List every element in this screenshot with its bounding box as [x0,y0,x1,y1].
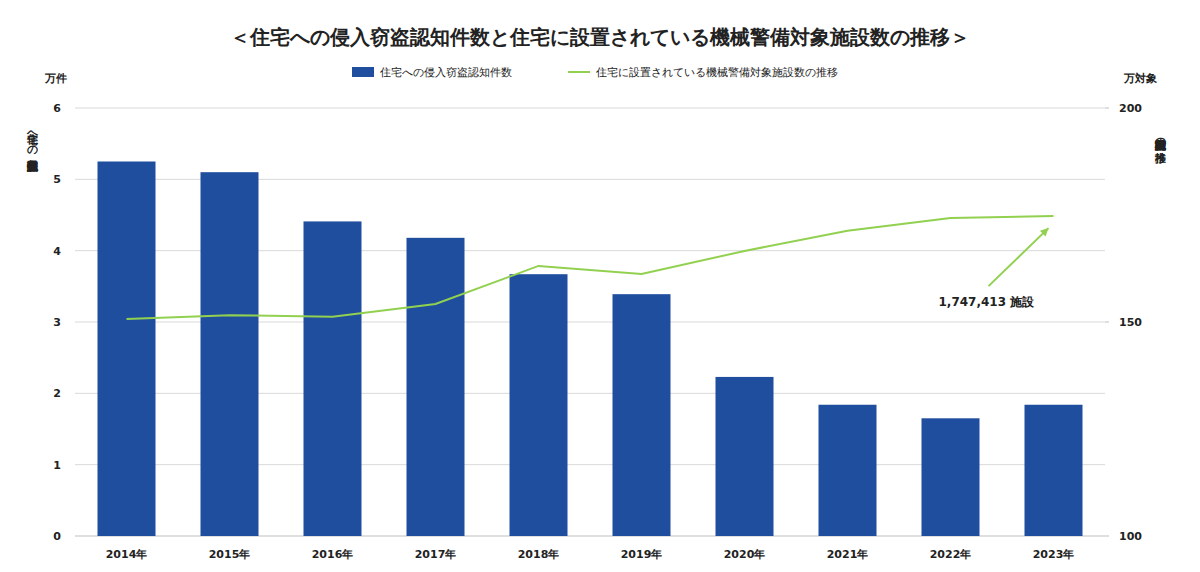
x-tick-label: 2016年 [312,548,354,561]
bar [613,294,671,536]
bar [407,238,465,536]
line [127,216,1054,319]
y-label: 住宅への侵入窃盗認知件数 [26,125,40,173]
y2-label: 機械警備対象施設の推移 [1154,130,1168,164]
bar [1025,405,1083,536]
y2-unit: 万対象 [1123,72,1157,85]
x-tick-label: 2019年 [621,548,663,561]
x-tick-label: 2015年 [209,548,251,561]
y-tick-label: 2 [53,387,61,400]
legend-swatch [352,67,374,77]
bar [510,274,568,536]
chart: ＜住宅への侵入窃盗認知件数と住宅に設置されている機械警備対象施設数の推移＞ 住宅へ… [0,0,1200,572]
x-tick-label: 2014年 [106,548,148,561]
bar [716,377,774,536]
bar [201,172,259,536]
x-tick-label: 2021年 [827,548,869,561]
bar [922,418,980,536]
y-tick-label: 6 [53,102,61,115]
y2-tick [1105,108,1109,109]
x-tick-label: 2023年 [1033,548,1075,561]
y2-tick-label: 100 [1119,530,1142,543]
title: ＜住宅への侵入窃盗認知件数と住宅に設置されている機械警備対象施設数の推移＞ [230,25,970,49]
y2-tick [1105,322,1109,323]
x-tick-label: 2017年 [415,548,457,561]
bar [304,221,362,536]
annotation-arrowhead [1040,228,1049,237]
plot-area [98,162,1083,537]
y-unit: 万件 [44,72,67,85]
y-tick-label: 3 [53,316,61,329]
bar [98,162,156,537]
y-tick-label: 4 [53,245,61,258]
y2-tick [1105,536,1109,537]
annotation: 1,747,413 施設 [939,295,1036,309]
x-tick-label: 2020年 [724,548,766,561]
x-tick-label: 2022年 [930,548,972,561]
legend-label: 住宅への侵入窃盗認知件数 [380,66,512,79]
y2-tick-label: 200 [1119,102,1142,115]
y-tick-label: 0 [53,530,61,543]
legend-swatch [568,71,590,73]
legend-label: 住宅に設置されている機械警備対象施設数の推移 [596,66,838,79]
bar [819,405,877,536]
y-tick-label: 1 [53,459,61,472]
x-tick-label: 2018年 [518,548,560,561]
annotation-arrow [989,228,1049,286]
y-tick-label: 5 [53,173,61,186]
y2-tick-label: 150 [1119,316,1142,329]
grid-line [75,108,1105,109]
